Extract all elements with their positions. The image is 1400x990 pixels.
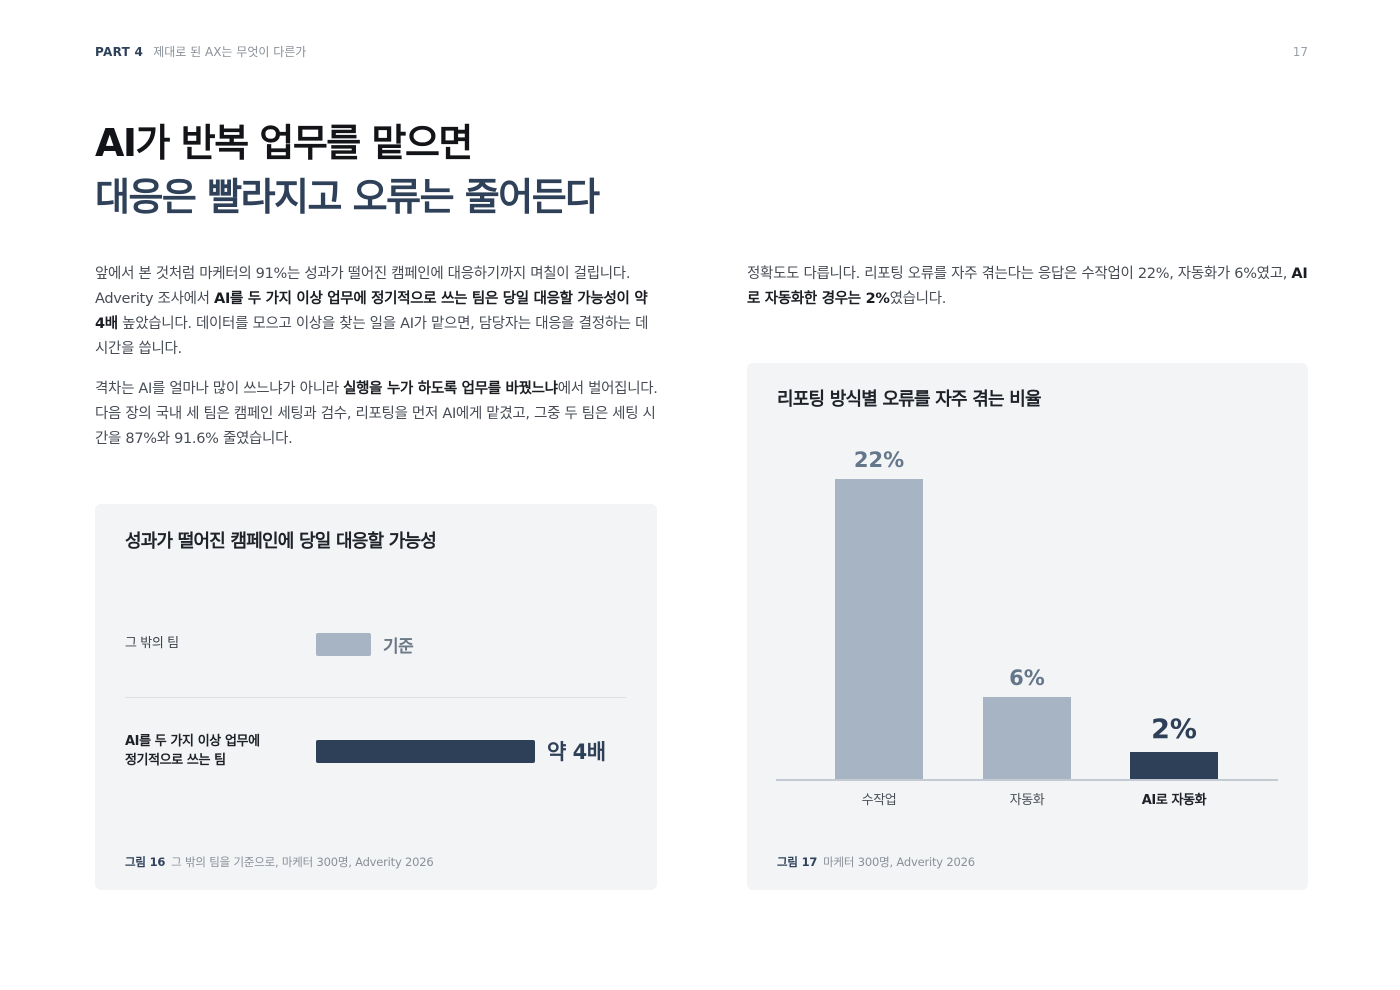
bar-label-others: 그 밖의 팀 [125, 636, 179, 651]
column-bar [983, 697, 1071, 779]
column-data-label: 6% [1009, 666, 1045, 690]
right-body-text: 정확도도 다릅니다. 리포팅 오류를 자주 겪는다는 응답은 수작업이 22%,… [747, 262, 1312, 327]
bar-ai-teams [316, 740, 535, 763]
text-run: 에서 벌어집니다. 다음 장의 국내 세 팀은 캠페인 세팅과 검수, 리포팅을… [95, 381, 658, 447]
emphasis-text: AI를 두 가지 이상 업무에 정기적으로 쓰는 팀은 당일 대응할 가능성이 … [95, 291, 648, 332]
bar-label-ai-line2: 정기적으로 쓰는 팀 [125, 753, 226, 768]
figure-17-title: 리포팅 방식별 오류를 자주 겪는 비율 [777, 389, 1042, 410]
left-body-text: 앞에서 본 것처럼 마케터의 91%는 성과가 떨어진 캠페인에 대응하기까지 … [95, 262, 660, 467]
text-run: 앞에서 본 것처럼 마케터의 91%는 성과가 떨어진 캠페인에 대응하기까지 … [95, 266, 631, 307]
text-run: 정확도도 다릅니다. 리포팅 오류를 자주 겪는다는 응답은 수작업이 22%,… [747, 266, 1292, 282]
column-bar [835, 479, 923, 779]
figure-16-caption: 그림 16 그 밖의 팀을 기준으로, 마케터 300명, Adverity 20… [125, 854, 434, 870]
part-label: PART 4 [95, 45, 144, 59]
title-line-2: 대응은 빨라지고 오류는 줄어든다 [95, 175, 600, 219]
figure-17-label: 그림 17 [777, 855, 818, 869]
column-data-label: 2% [1151, 714, 1197, 745]
figure-16-source: 그 밖의 팀을 기준으로, 마케터 300명, Adverity 2026 [171, 855, 434, 869]
page-number: 17 [1292, 45, 1308, 59]
bar-label-ai-teams: AI를 두 가지 이상 업무에 정기적으로 쓰는 팀 [125, 732, 260, 770]
bar-others [316, 633, 371, 656]
x-tick-label: 수작업 [861, 793, 897, 808]
x-tick-label: 자동화 [1009, 793, 1045, 808]
running-header: PART 4 제대로 된 AX는 무엇이 다른가 [95, 43, 306, 60]
x-tick-label: AI로 자동화 [1141, 793, 1207, 808]
figure-17-caption: 그림 17 마케터 300명, Adverity 2026 [777, 854, 975, 870]
bar-label-ai-line1: AI를 두 가지 이상 업무에 [125, 734, 260, 749]
row-divider [125, 697, 626, 698]
paragraph-1: 앞에서 본 것처럼 마케터의 91%는 성과가 떨어진 캠페인에 대응하기까지 … [95, 262, 660, 362]
emphasis-text: 실행을 누가 하도록 업무를 바꿨느냐 [343, 381, 558, 397]
figure-16-title: 성과가 떨어진 캠페인에 당일 대응할 가능성 [125, 531, 437, 552]
column-bar [1130, 752, 1218, 779]
title-line-1: AI가 반복 업무를 맡으면 [95, 121, 473, 165]
chart-baseline [776, 779, 1278, 781]
figure-16-label: 그림 16 [125, 855, 166, 869]
paragraph-2: 격차는 AI를 얼마나 많이 쓰느냐가 아니라 실행을 누가 하도록 업무를 바… [95, 377, 660, 452]
paragraph-3: 정확도도 다릅니다. 리포팅 오류를 자주 겪는다는 응답은 수작업이 22%,… [747, 262, 1312, 312]
figure-16-card: 성과가 떨어진 캠페인에 당일 대응할 가능성 그 밖의 팀 기준 AI를 두 … [95, 504, 657, 890]
text-run: 였습니다. [889, 291, 947, 307]
emphasis-text: AI로 자동화한 경우는 2% [747, 266, 1308, 307]
bar-value-others: 기준 [383, 637, 414, 657]
column-data-label: 22% [853, 448, 905, 472]
text-run: 높았습니다. 데이터를 모으고 이상을 찾는 일을 AI가 맡으면, 담당자는 … [95, 316, 649, 357]
figure-17-source: 마케터 300명, Adverity 2026 [823, 855, 975, 869]
figure-17-card: 리포팅 방식별 오류를 자주 겪는 비율 그림 17 마케터 300명, Adve… [747, 363, 1308, 890]
section-title: 제대로 된 AX는 무엇이 다른가 [153, 45, 307, 59]
text-run: 격차는 AI를 얼마나 많이 쓰느냐가 아니라 [95, 381, 344, 397]
page-title: AI가 반복 업무를 맡으면 대응은 빨라지고 오류는 줄어든다 [95, 116, 600, 224]
bar-value-ai-teams: 약 4배 [547, 740, 606, 764]
